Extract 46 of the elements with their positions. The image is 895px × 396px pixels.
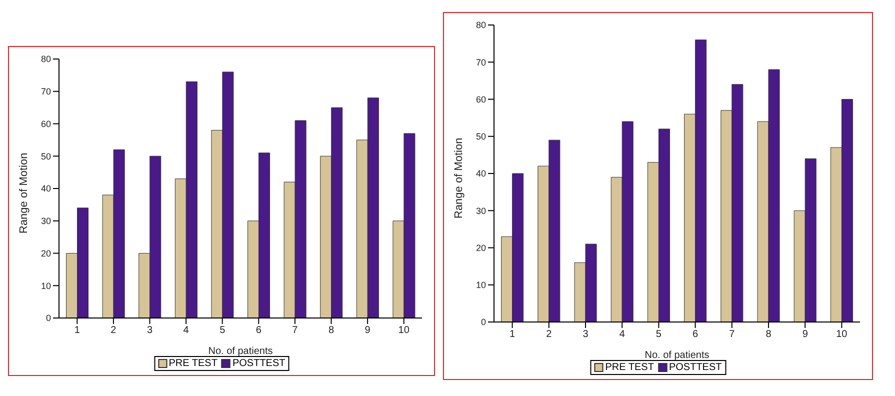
x-tick-label: 4 [619, 329, 626, 340]
x-tick-label: 5 [656, 329, 662, 340]
x-axis-title: No. of patients [644, 350, 710, 361]
x-tick-label: 3 [146, 325, 153, 336]
y-tick-label: 50 [40, 151, 51, 162]
x-tick-label: 1 [510, 329, 516, 340]
y-tick-label: 80 [476, 20, 486, 30]
x-axis-title: No. of patients [208, 346, 273, 357]
y-tick-label: 20 [476, 242, 486, 253]
x-tick-label: 4 [183, 325, 190, 336]
x-tick-label: 2 [546, 329, 552, 340]
legend-label: POSTTEST [668, 362, 722, 373]
y-tick-label: 70 [476, 57, 486, 68]
x-tick-label: 1 [74, 325, 80, 336]
x-tick-label: 10 [836, 329, 848, 340]
legend-label: POSTTEST [231, 358, 286, 369]
legend-label: PRE TEST [168, 358, 218, 369]
y-tick-label: 30 [40, 216, 51, 226]
y-tick-label: 10 [476, 280, 486, 290]
x-tick-label: 7 [729, 329, 736, 340]
x-tick-label: 6 [256, 325, 262, 336]
x-tick-label: 5 [220, 325, 226, 336]
x-tick-label: 8 [328, 325, 334, 336]
y-tick-label: 60 [40, 118, 51, 129]
y-tick-label: 50 [476, 132, 486, 142]
y-tick-label: 10 [40, 280, 51, 291]
y-tick-label: 70 [40, 86, 51, 97]
y-tick-label: 40 [476, 168, 486, 179]
y-tick-label: 30 [476, 206, 486, 216]
y-tick-label: 0 [480, 317, 486, 328]
y-tick-label: 60 [476, 94, 486, 104]
y-tick-label: 0 [46, 313, 51, 324]
y-axis-title: Range of Motion [452, 138, 465, 218]
y-axis-title: Range of Motion [18, 152, 30, 234]
y-tick-label: 40 [40, 184, 51, 194]
y-tick-label: 80 [40, 54, 51, 64]
x-tick-label: 6 [692, 329, 699, 340]
x-tick-label: 8 [766, 329, 772, 340]
x-tick-label: 9 [364, 325, 371, 336]
x-tick-label: 2 [110, 325, 117, 336]
x-tick-label: 9 [802, 329, 808, 340]
x-tick-label: 3 [582, 329, 589, 340]
y-tick-label: 20 [40, 248, 51, 258]
x-tick-label: 10 [398, 325, 410, 336]
legend-label: PRE TEST [604, 362, 654, 373]
x-tick-label: 7 [292, 325, 298, 336]
